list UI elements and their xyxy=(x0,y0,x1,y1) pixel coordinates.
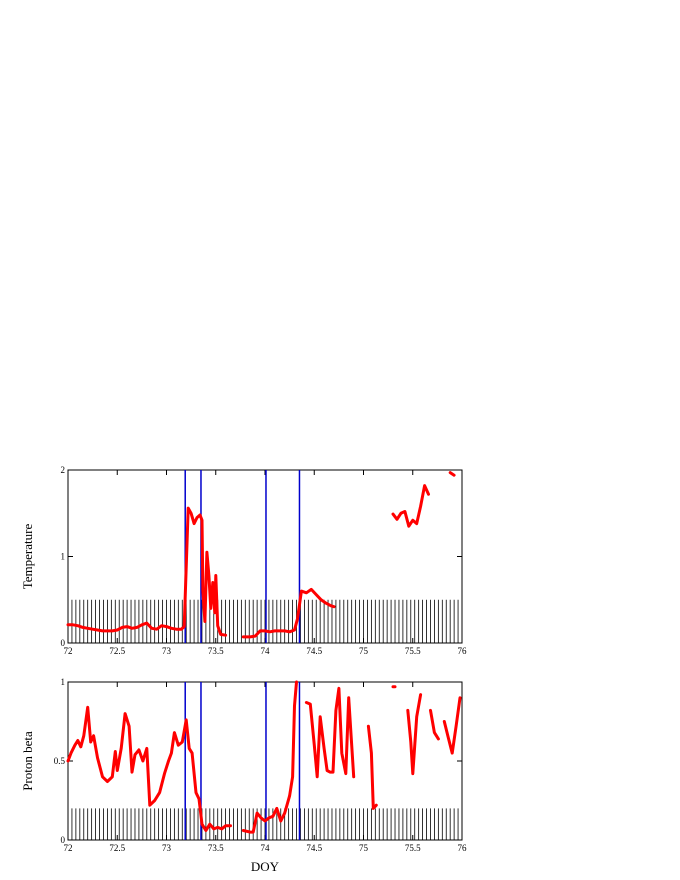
x-tick-label: 74 xyxy=(261,646,271,656)
y-axis-title: Temperature xyxy=(20,524,35,590)
data-line-segment xyxy=(448,471,456,477)
x-axis-title: DOY xyxy=(251,859,280,874)
chart-panel-2: 72 72.5 73 73.5 74 74.5 75 75.5 76 0 0.5 1 Proton be… xyxy=(20,677,467,874)
data-line-segment xyxy=(366,724,378,810)
x-tick-label: 72.5 xyxy=(109,843,125,853)
x-tick-label: 73.5 xyxy=(208,646,224,656)
x-tick-label: 73 xyxy=(162,843,172,853)
x-tick-label: 76 xyxy=(458,646,468,656)
x-tick-label: 72 xyxy=(64,646,73,656)
x-tick-label: 75.5 xyxy=(405,646,421,656)
data-line-segment xyxy=(66,506,228,637)
data-line-segment xyxy=(391,484,430,528)
y-tick-label: 1 xyxy=(61,677,66,687)
data-line-segment xyxy=(429,708,440,741)
data-line-segment xyxy=(241,587,336,639)
x-tick-label: 73.5 xyxy=(208,843,224,853)
x-tick-label: 74 xyxy=(261,843,271,853)
y-tick-label: 2 xyxy=(61,465,66,475)
chart-panel-1: 72 72.5 73 73.5 74 74.5 75 75.5 76 0 1 2 Temperature xyxy=(20,465,467,656)
y-axis-title: Proton beta xyxy=(20,731,35,791)
x-tick-label: 72 xyxy=(64,843,73,853)
x-tick-label: 73 xyxy=(162,646,172,656)
x-tick-label: 75.5 xyxy=(405,843,421,853)
data-line-segment xyxy=(304,686,356,779)
x-tick-label: 75 xyxy=(359,843,369,853)
y-tick-label: 0.5 xyxy=(54,756,66,766)
hatch-bars xyxy=(71,808,459,840)
x-tick-label: 74.5 xyxy=(306,646,322,656)
y-tick-label: 0 xyxy=(61,835,66,845)
data-line-segment xyxy=(241,680,298,834)
x-tick-label: 74.5 xyxy=(306,843,322,853)
data-line-segment xyxy=(442,696,462,755)
x-tick-label: 75 xyxy=(359,646,369,656)
data-line-segment xyxy=(406,693,423,776)
y-tick-label: 0 xyxy=(61,638,66,648)
y-tick-label: 1 xyxy=(61,552,66,562)
x-tick-label: 76 xyxy=(458,843,468,853)
x-tick-label: 72.5 xyxy=(109,646,125,656)
data-line-segment xyxy=(66,705,232,832)
